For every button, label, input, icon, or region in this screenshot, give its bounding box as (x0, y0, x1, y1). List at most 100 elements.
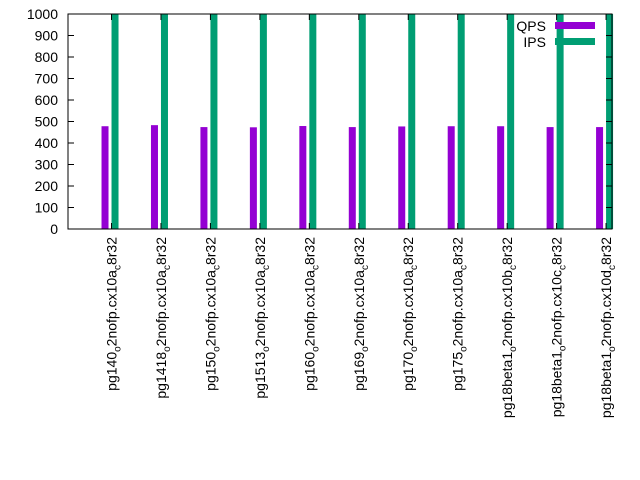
x-category-label-part: 2nofp.cx10b (499, 270, 515, 346)
bar-ips (259, 14, 267, 229)
x-category-label: pg18beta1o2nofp.cx10bc8r32 (499, 237, 519, 418)
x-category-label-part: 2nofp.cx10a (202, 270, 218, 346)
bar-ips (507, 14, 515, 229)
x-category-label: pg169o2nofp.cx10ac8r32 (351, 237, 371, 391)
x-category-label-part: pg175 (450, 352, 466, 391)
y-tick-label: 200 (35, 178, 59, 194)
bar-ips (358, 14, 366, 229)
x-category-label-part: c (360, 265, 371, 270)
bar-qps (596, 127, 604, 229)
x-category-label-part: pg160 (301, 352, 317, 391)
bar-qps (249, 127, 257, 229)
x-category-label-part: c (409, 265, 420, 270)
x-category-label: pg18beta1o2nofp.cx10cc8r32 (549, 237, 569, 417)
x-category-label-part: 2nofp.cx10a (252, 270, 268, 346)
y-tick-label: 400 (35, 135, 59, 151)
x-category-label-part: 8r32 (450, 237, 466, 265)
x-category-label: pg1513o2nofp.cx10ac8r32 (252, 237, 272, 399)
x-category-label-part: 2nofp.cx10a (400, 270, 416, 346)
x-category-label-part: 8r32 (499, 237, 515, 265)
x-category-label: pg18beta1o2nofp.cx10dc8r32 (598, 237, 618, 418)
legend: QPS IPS (516, 18, 595, 50)
x-category-label: pg175o2nofp.cx10ac8r32 (450, 237, 470, 391)
x-category-label-part: pg18beta1 (598, 352, 614, 418)
x-category-label-part: 2nofp.cx10a (351, 270, 367, 346)
bar-qps (150, 125, 158, 229)
x-category-label-part: c (558, 265, 569, 270)
y-tick-label: 900 (35, 28, 59, 44)
x-category-label-part: c (508, 265, 519, 270)
x-category-label-part: 2nofp.cx10d (598, 270, 614, 346)
bars-layer (101, 14, 614, 229)
x-category-label-part: 8r32 (202, 237, 218, 265)
y-tick-label: 500 (35, 114, 59, 130)
y-tick-label: 0 (50, 221, 58, 237)
x-category-label-part: pg140 (104, 352, 120, 391)
x-category-label-part: o (459, 346, 470, 352)
x-category-label-part: 8r32 (104, 237, 120, 265)
bar-ips (160, 14, 168, 229)
x-category-label-part: c (310, 265, 321, 270)
bar-qps (200, 127, 208, 229)
x-category-label-part: o (162, 346, 173, 352)
x-category-label: pg1418o2nofp.cx10ac8r32 (153, 237, 173, 399)
bar-qps (546, 127, 554, 229)
x-category-label: pg160o2nofp.cx10ac8r32 (301, 237, 321, 391)
y-tick-label: 1000 (27, 6, 58, 22)
x-category-label-part: c (113, 265, 124, 270)
x-category-label-part: c (211, 265, 222, 270)
x-category-label-part: 2nofp.cx10a (153, 270, 169, 346)
bar-qps (101, 126, 109, 229)
x-category-label-part: pg18beta1 (549, 351, 565, 417)
x-category-label: pg140o2nofp.cx10ac8r32 (104, 237, 124, 391)
legend-swatch-qps (555, 22, 595, 29)
x-category-label-part: 8r32 (400, 237, 416, 265)
x-category-label-part: 8r32 (153, 237, 169, 265)
x-category-label-part: 2nofp.cx10c (549, 270, 565, 346)
x-category-label: pg170o2nofp.cx10ac8r32 (400, 237, 420, 391)
x-category-label-part: o (607, 346, 618, 352)
x-category-label-part: 8r32 (301, 237, 317, 265)
y-tick-label: 600 (35, 92, 59, 108)
x-category-label-part: pg1513 (252, 352, 268, 399)
y-axis: 0 100 200 300 400 500 600 700 800 900 1000 (27, 6, 612, 237)
x-category-label-part: 2nofp.cx10a (104, 270, 120, 346)
bar-qps (447, 126, 455, 229)
x-category-label-part: c (459, 265, 470, 270)
x-category-label-part: o (113, 346, 124, 352)
bar-qps (299, 126, 307, 229)
x-category-label-part: o (360, 346, 371, 352)
x-category-label-part: pg170 (400, 352, 416, 391)
x-category-label-part: 2nofp.cx10a (450, 270, 466, 346)
x-category-label: pg150o2nofp.cx10ac8r32 (202, 237, 222, 391)
bar-ips (210, 14, 218, 229)
x-category-label-part: 2nofp.cx10a (301, 270, 317, 346)
x-category-label-part: 8r32 (549, 237, 565, 265)
x-category-label-part: o (409, 346, 420, 352)
x-category-label-part: pg169 (351, 352, 367, 391)
bar-ips (556, 14, 564, 229)
bar-ips (111, 14, 119, 229)
bar-qps (497, 126, 505, 229)
x-category-label-part: o (508, 346, 519, 352)
x-category-label-part: 8r32 (252, 237, 268, 265)
x-category-label-part: 8r32 (351, 237, 367, 265)
x-category-label-part: pg18beta1 (499, 352, 515, 418)
bar-qps (348, 127, 356, 229)
x-category-label-part: o (558, 345, 569, 351)
x-category-label-part: c (162, 265, 173, 270)
x-category-label-part: c (607, 265, 618, 270)
x-category-label-part: c (261, 265, 272, 270)
x-category-label-part: pg1418 (153, 352, 169, 399)
y-tick-label: 800 (35, 49, 59, 65)
y-tick-label: 100 (35, 200, 59, 216)
bar-qps (398, 126, 406, 229)
bar-ips (457, 14, 465, 229)
x-category-label-part: pg150 (202, 352, 218, 391)
legend-swatch-ips (555, 38, 595, 45)
bar-ips (408, 14, 416, 229)
x-category-label-part: o (310, 346, 321, 352)
bar-ips (309, 14, 317, 229)
y-tick-label: 700 (35, 71, 59, 87)
